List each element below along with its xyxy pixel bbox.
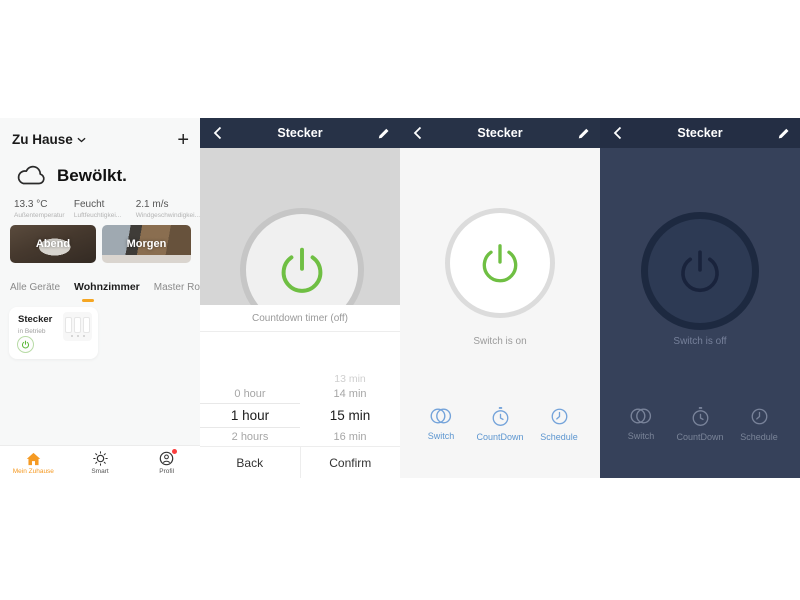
switch-icon bbox=[630, 408, 652, 424]
switch-status-text: Switch is off bbox=[673, 336, 727, 347]
back-modal-button[interactable]: Back bbox=[200, 447, 301, 478]
nav-smart[interactable]: Smart bbox=[67, 446, 134, 478]
hour-option[interactable]: 2 hours bbox=[231, 431, 269, 443]
notification-badge bbox=[171, 449, 177, 454]
action-countdown[interactable]: CountDown bbox=[471, 406, 529, 442]
cloud-icon bbox=[17, 165, 45, 185]
minute-option[interactable]: 14 min bbox=[333, 388, 367, 400]
back-button[interactable] bbox=[610, 126, 624, 140]
scene-card-morgen[interactable]: Morgen bbox=[102, 225, 191, 263]
schedule-clock-icon bbox=[551, 408, 567, 425]
hour-option[interactable]: 0 hour bbox=[234, 388, 266, 400]
add-device-button[interactable]: + bbox=[177, 128, 189, 151]
profile-icon bbox=[159, 451, 174, 466]
device-header: Stecker bbox=[400, 118, 600, 148]
home-header: Zu Hause + bbox=[0, 118, 200, 151]
page-title: Stecker bbox=[677, 126, 723, 140]
device-status: in Betrieb bbox=[18, 328, 46, 335]
scene-cards: Abend Morgen bbox=[10, 225, 191, 263]
nav-mein-zuhause[interactable]: Mein Zuhause bbox=[0, 446, 67, 478]
chevron-down-icon bbox=[77, 137, 86, 142]
sun-icon bbox=[92, 451, 108, 466]
room-tabs: Alle Geräte Wohnzimmer Master Roo... ••• bbox=[10, 281, 200, 293]
weather-condition: Bewölkt. bbox=[57, 165, 127, 185]
page-title: Stecker bbox=[477, 126, 523, 140]
device-card-stecker[interactable]: Stecker in Betrieb bbox=[9, 307, 98, 359]
action-schedule[interactable]: Schedule bbox=[730, 406, 788, 442]
page-title: Stecker bbox=[277, 126, 323, 140]
tab-master-room[interactable]: Master Roo... bbox=[153, 282, 200, 293]
back-chevron-icon bbox=[213, 126, 221, 140]
action-bar: Switch CountDown Schedule bbox=[600, 406, 800, 442]
back-button[interactable] bbox=[210, 126, 224, 140]
countdown-timer-icon bbox=[492, 406, 508, 426]
countdown-timer-icon bbox=[692, 406, 708, 426]
home-icon bbox=[26, 452, 41, 465]
pencil-icon bbox=[578, 128, 588, 138]
action-switch[interactable]: Switch bbox=[412, 406, 470, 442]
switch-icon bbox=[430, 408, 452, 424]
switch-on-screen: Stecker Switch is on Switch bbox=[400, 118, 600, 478]
device-header: Stecker bbox=[600, 118, 800, 148]
weather-summary[interactable]: Bewölkt. bbox=[0, 163, 200, 188]
bottom-navigation: Mein Zuhause Smart bbox=[0, 445, 200, 478]
switch-off-screen: Stecker Switch is off Switch bbox=[600, 118, 800, 478]
edit-button[interactable] bbox=[376, 126, 390, 140]
minute-option[interactable]: 13 min bbox=[334, 373, 366, 385]
schedule-clock-icon bbox=[751, 408, 767, 425]
edit-button[interactable] bbox=[576, 126, 590, 140]
scene-card-abend[interactable]: Abend bbox=[10, 225, 96, 263]
confirm-button[interactable]: Confirm bbox=[329, 455, 372, 470]
hour-option[interactable] bbox=[200, 371, 300, 387]
power-icon bbox=[681, 250, 719, 293]
picker-selection-line bbox=[200, 427, 300, 428]
pencil-icon bbox=[378, 128, 388, 138]
device-thumbnail bbox=[63, 312, 92, 341]
device-power-toggle[interactable] bbox=[17, 336, 34, 353]
action-countdown[interactable]: CountDown bbox=[671, 406, 729, 442]
hour-option-selected[interactable]: 1 hour bbox=[230, 408, 270, 423]
device-name: Stecker bbox=[18, 314, 53, 325]
active-tab-indicator bbox=[82, 299, 94, 302]
back-button[interactable] bbox=[410, 126, 424, 140]
countdown-screen: Stecker Countdown timer (off) 13 min 0 h… bbox=[200, 118, 400, 478]
modal-actions: Back Confirm bbox=[200, 446, 400, 478]
power-icon bbox=[281, 247, 323, 293]
power-icon bbox=[482, 244, 518, 283]
countdown-picker[interactable]: 13 min 0 hour 14 min 1 hour 15 min 2 hou… bbox=[200, 332, 400, 447]
action-bar: Switch CountDown Schedule bbox=[400, 406, 600, 442]
home-selector[interactable]: Zu Hause bbox=[12, 132, 86, 147]
home-screen: Zu Hause + Bewölkt. 13.3 °C Außentempera… bbox=[0, 118, 200, 478]
power-button-on[interactable] bbox=[445, 208, 555, 318]
stat-temperature: 13.3 °C Außentemperatur bbox=[14, 199, 65, 219]
minute-option-selected[interactable]: 15 min bbox=[329, 408, 371, 423]
back-chevron-icon bbox=[613, 126, 621, 140]
countdown-modal-title: Countdown timer (off) bbox=[252, 313, 348, 324]
countdown-modal: Countdown timer (off) 13 min 0 hour 14 m… bbox=[200, 305, 400, 478]
edit-button[interactable] bbox=[776, 126, 790, 140]
home-selector-label: Zu Hause bbox=[12, 132, 73, 147]
weather-stats: 13.3 °C Außentemperatur Feucht Luftfeuch… bbox=[0, 199, 200, 219]
tab-wohnzimmer[interactable]: Wohnzimmer bbox=[74, 281, 140, 293]
action-schedule[interactable]: Schedule bbox=[530, 406, 588, 442]
tab-alle-geraete[interactable]: Alle Geräte bbox=[10, 282, 61, 293]
action-switch[interactable]: Switch bbox=[612, 406, 670, 442]
back-chevron-icon bbox=[413, 126, 421, 140]
power-icon bbox=[21, 340, 30, 349]
pencil-icon bbox=[778, 128, 788, 138]
stat-humidity: Feucht Luftfeuchtigkei... bbox=[73, 199, 122, 219]
picker-selection-line bbox=[200, 403, 300, 404]
nav-profil[interactable]: Profil bbox=[133, 446, 200, 478]
switch-status-text: Switch is on bbox=[473, 336, 527, 347]
minute-option[interactable]: 16 min bbox=[333, 431, 367, 443]
divider bbox=[200, 331, 400, 332]
stat-wind: 2.1 m/s Windgeschwindigkei... bbox=[135, 199, 200, 219]
device-header: Stecker bbox=[200, 118, 400, 148]
power-button-off[interactable] bbox=[641, 212, 759, 330]
